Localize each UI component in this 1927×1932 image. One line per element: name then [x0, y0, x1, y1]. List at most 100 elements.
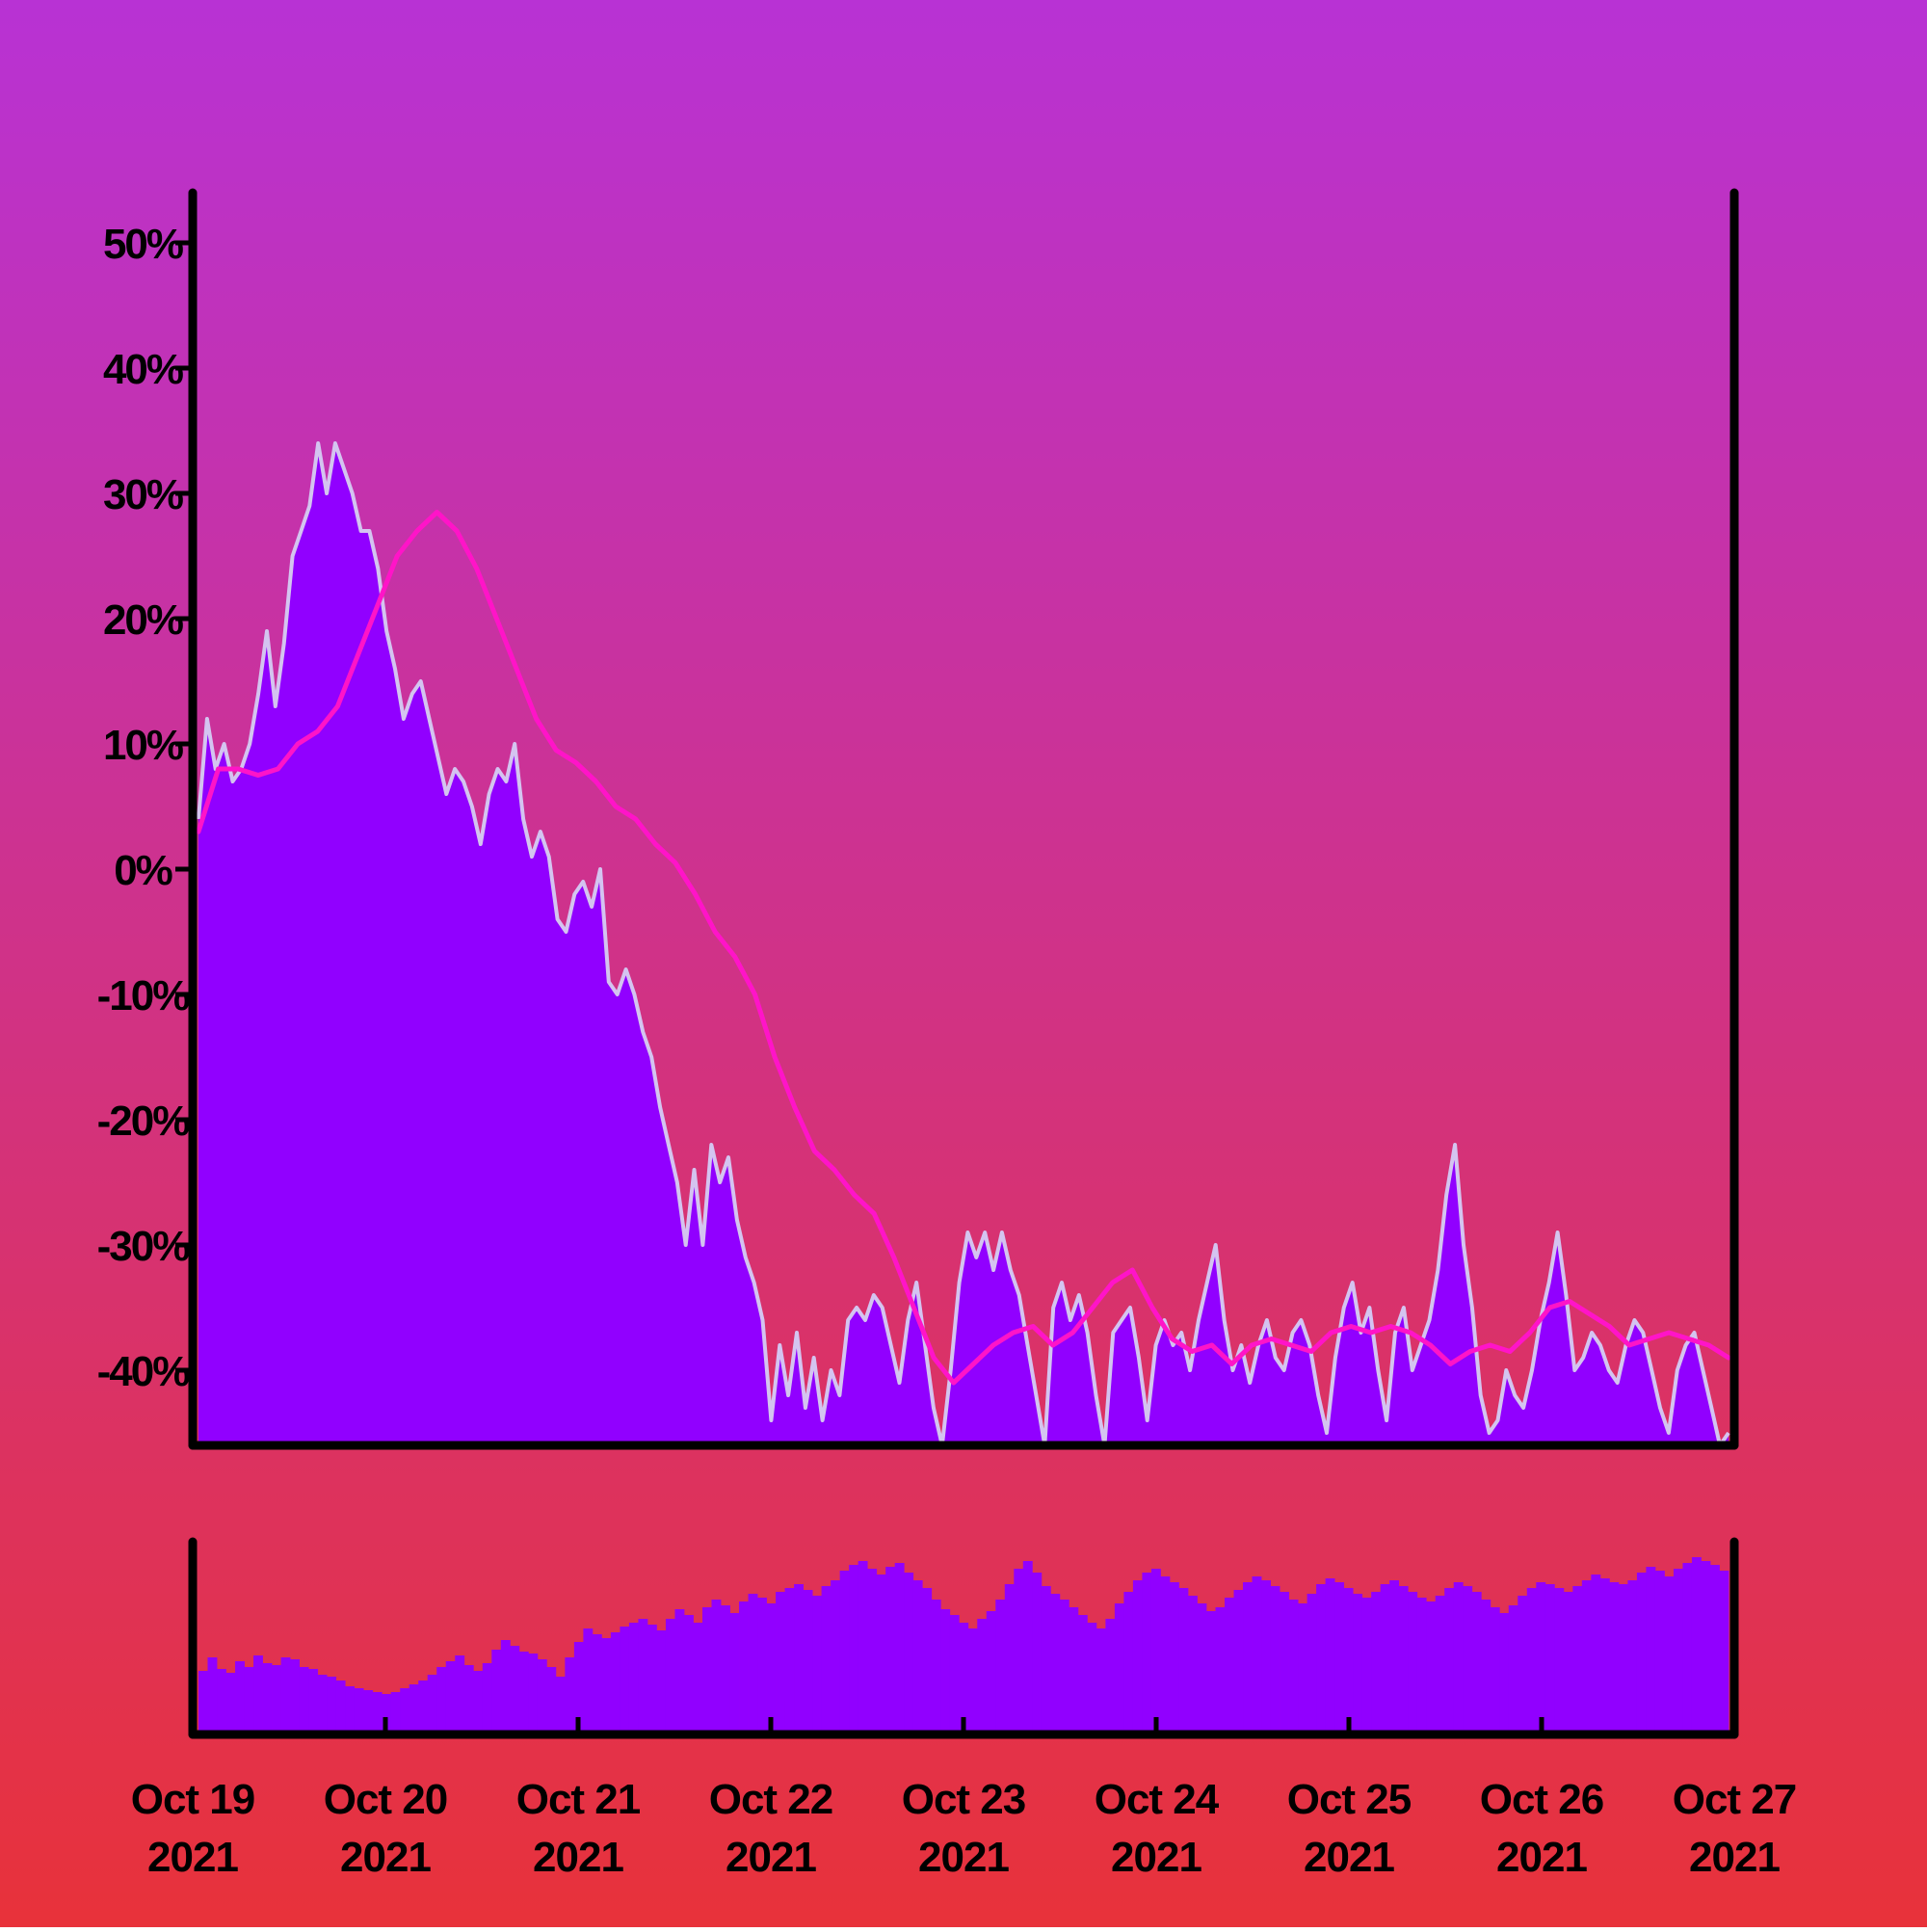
- volume-bar: [409, 1684, 419, 1734]
- volume-bar: [610, 1632, 620, 1734]
- volume-bar: [766, 1603, 777, 1734]
- volume-bar: [1059, 1600, 1069, 1734]
- volume-bar: [500, 1640, 511, 1734]
- volume-bar: [1132, 1580, 1143, 1734]
- volume-bar: [1032, 1573, 1043, 1734]
- volume-bar: [748, 1594, 758, 1734]
- volume-bar: [418, 1681, 429, 1734]
- volume-bar: [831, 1580, 841, 1734]
- volume-bar: [729, 1613, 740, 1734]
- y-tick-label: 0%: [114, 847, 172, 894]
- y-tick-label: -40%: [97, 1348, 190, 1395]
- volume-bar: [1572, 1586, 1583, 1734]
- x-tick-label-year: 2021: [340, 1834, 431, 1881]
- volume-bar: [1233, 1590, 1244, 1734]
- volume-bar: [482, 1663, 492, 1734]
- volume-bar: [1050, 1594, 1061, 1734]
- volume-bar: [537, 1659, 547, 1734]
- volume-bar: [1215, 1607, 1226, 1734]
- volume-bar: [1069, 1607, 1079, 1734]
- volume-bar: [1618, 1584, 1628, 1734]
- volume-bar: [1280, 1592, 1289, 1734]
- volume-bar: [372, 1692, 383, 1734]
- volume-bar: [1077, 1615, 1088, 1734]
- x-tick-label-year: 2021: [1689, 1834, 1780, 1881]
- volume-bar: [683, 1615, 694, 1734]
- volume-bar: [1298, 1603, 1307, 1734]
- volume-bar: [912, 1580, 923, 1734]
- y-axis-ticks: 50% 40% 30% 20% 10% 0% -10% -20% -30% -40%: [97, 221, 193, 1395]
- volume-bar: [794, 1584, 804, 1734]
- volume-bar: [638, 1619, 648, 1734]
- y-tick-label: -20%: [97, 1098, 190, 1145]
- volume-bar: [1646, 1567, 1656, 1734]
- volume-bar: [1581, 1580, 1592, 1734]
- volume-bar: [244, 1667, 254, 1734]
- y-tick-label: -10%: [97, 972, 190, 1019]
- volume-bar: [1526, 1588, 1537, 1734]
- volume-bar: [1599, 1578, 1610, 1734]
- volume-bar: [272, 1665, 281, 1734]
- volume-bar: [986, 1611, 996, 1734]
- volume-bar: [1499, 1613, 1510, 1734]
- volume-bar: [1105, 1619, 1116, 1734]
- y-tick-label: 10%: [103, 722, 183, 769]
- y-tick-label: 50%: [103, 221, 183, 268]
- volume-bar: [1463, 1586, 1473, 1734]
- volume-bar: [1014, 1569, 1024, 1734]
- volume-bar: [1022, 1561, 1033, 1734]
- volume-bar: [647, 1625, 657, 1734]
- volume-bar: [400, 1688, 410, 1734]
- volume-bar: [317, 1675, 328, 1734]
- volume-bar: [1444, 1588, 1455, 1734]
- volume-bar: [1353, 1594, 1363, 1734]
- volume-bar: [1554, 1588, 1565, 1734]
- volume-bar: [1609, 1582, 1620, 1734]
- volume-bar: [977, 1619, 988, 1734]
- volume-bar: [858, 1561, 868, 1734]
- volume-bar: [1701, 1561, 1711, 1734]
- volume-bar: [757, 1598, 767, 1734]
- volume-bar: [922, 1588, 933, 1734]
- volume-bar: [1371, 1592, 1382, 1734]
- volume-bar: [235, 1661, 245, 1734]
- volume-bar: [573, 1642, 584, 1734]
- volume-bar: [280, 1657, 291, 1734]
- volume-bar: [967, 1628, 978, 1734]
- volume-bar: [1004, 1584, 1015, 1734]
- volume-bar: [1041, 1586, 1051, 1734]
- volume-bar: [1719, 1571, 1729, 1734]
- volume-bar: [1398, 1586, 1409, 1734]
- x-tick-label-date: Oct 19: [131, 1776, 255, 1823]
- volume-bar: [1682, 1563, 1693, 1734]
- volume-bar: [455, 1655, 465, 1734]
- volume-bar: [1544, 1584, 1555, 1734]
- volume-bar: [1490, 1607, 1500, 1734]
- volume-bar: [1095, 1628, 1106, 1734]
- volume-bar: [1123, 1592, 1134, 1734]
- volume-bar: [1316, 1584, 1327, 1734]
- volume-bar: [1380, 1584, 1390, 1734]
- volume-bar: [1169, 1582, 1179, 1734]
- volume-bar: [904, 1573, 914, 1734]
- volume-bar: [1343, 1588, 1354, 1734]
- volume-bar: [198, 1671, 208, 1734]
- volume-bar: [546, 1667, 557, 1734]
- volume-bar: [876, 1575, 886, 1734]
- volume-bar: [363, 1690, 374, 1734]
- volume-bar: [253, 1655, 263, 1734]
- volume-bar: [354, 1688, 364, 1734]
- volume-bar: [518, 1652, 529, 1734]
- volume-bar: [299, 1667, 309, 1734]
- volume-bar: [1205, 1611, 1216, 1734]
- volume-bar: [1563, 1592, 1573, 1734]
- volume-bar: [628, 1623, 639, 1734]
- volume-bar: [565, 1657, 575, 1734]
- volume-bar: [1471, 1592, 1482, 1734]
- volume-bar: [1673, 1569, 1683, 1734]
- volume-bar: [1481, 1600, 1491, 1734]
- volume-bar: [1160, 1576, 1171, 1734]
- volume-bar: [1187, 1596, 1198, 1734]
- volume-bar: [1243, 1582, 1253, 1734]
